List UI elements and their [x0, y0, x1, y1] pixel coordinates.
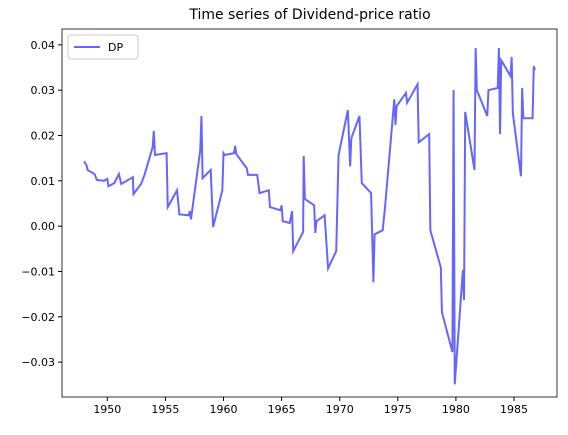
plot-frame: [61, 28, 558, 398]
y-tick-label: −0.02: [21, 311, 55, 324]
x-tick-label: 1985: [500, 403, 528, 416]
x-tick-label: 1975: [384, 403, 412, 416]
y-tick-label: 0.02: [31, 130, 56, 143]
x-tick-label: 1970: [326, 403, 354, 416]
y-tick-label: 0.00: [31, 220, 56, 233]
x-tick-label: 1960: [210, 403, 238, 416]
x-tick-label: 1955: [151, 403, 179, 416]
x-tick-label: 1950: [93, 403, 121, 416]
x-tick-label: 1980: [442, 403, 470, 416]
y-tick-label: −0.03: [21, 356, 55, 369]
y-tick-label: 0.04: [31, 39, 56, 52]
legend-label: DP: [108, 41, 123, 54]
y-tick-label: −0.01: [21, 265, 55, 278]
chart-title: Time series of Dividend-price ratio: [188, 7, 430, 23]
x-tick-label: 1965: [268, 403, 296, 416]
y-tick-label: 0.03: [31, 84, 56, 97]
legend-box: [67, 34, 139, 60]
data-line: [83, 48, 536, 385]
y-tick-label: 0.01: [31, 175, 56, 188]
